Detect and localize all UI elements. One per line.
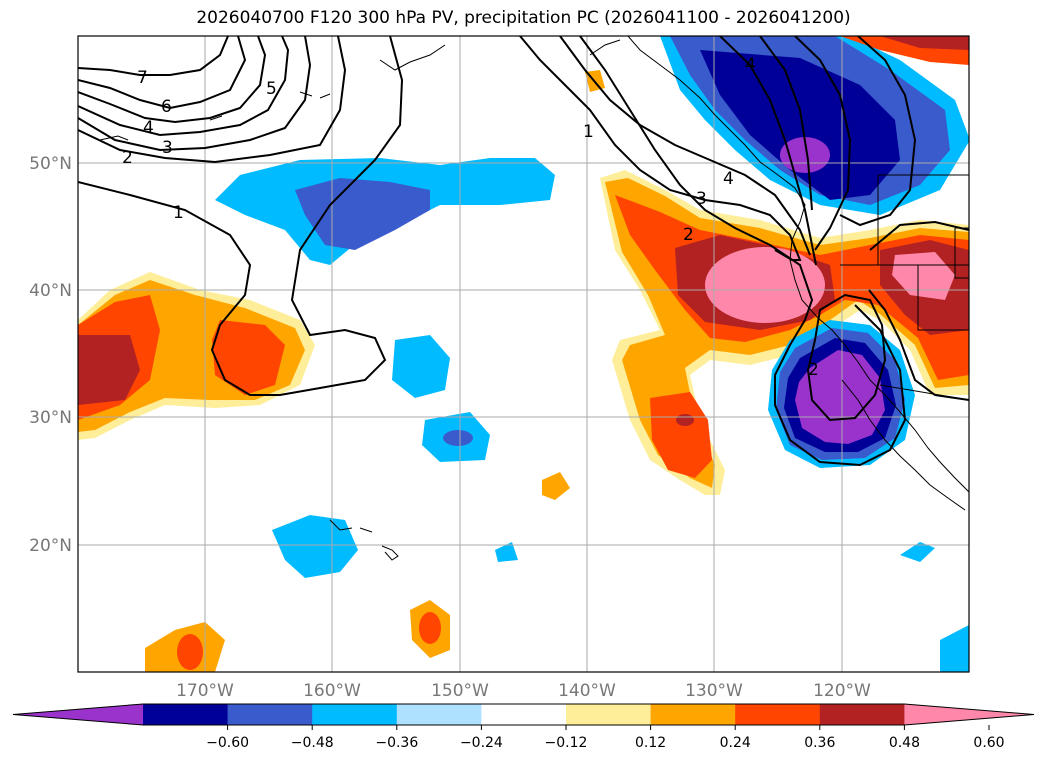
lon-label: 170°W <box>176 681 234 701</box>
contour-label: 4 <box>745 55 756 75</box>
lon-label: 120°W <box>813 681 871 701</box>
map-frame <box>77 35 970 673</box>
colorbar-segment <box>143 704 229 725</box>
contour-label: 3 <box>162 138 173 158</box>
colorbar-segment <box>566 704 652 725</box>
contour-label: 4 <box>143 118 154 138</box>
precip-shading <box>78 36 969 672</box>
colorbar-tick-label: −0.12 <box>545 735 588 751</box>
colorbar-tick-label: 0.36 <box>804 735 835 751</box>
graticule <box>78 36 969 672</box>
colorbar-tick-label: 0.60 <box>973 735 1004 751</box>
colorbar-tick-label: 0.24 <box>720 735 751 751</box>
lon-label: 160°W <box>303 681 361 701</box>
longitude-labels: 170°W 160°W 150°W 140°W 130°W 120°W <box>176 681 871 701</box>
colorbar-segment <box>650 704 736 725</box>
colorbar-extend-max <box>904 704 1034 725</box>
lon-label: 140°W <box>558 681 616 701</box>
contour-label: 3 <box>696 189 707 209</box>
colorbar-segment <box>819 704 905 725</box>
contour-label: 7 <box>137 68 148 88</box>
lat-label: 50°N <box>29 154 72 174</box>
pv-contours <box>78 36 969 467</box>
colorbar-segment <box>312 704 398 725</box>
contour-label: 2 <box>808 360 819 380</box>
contour-label: 2 <box>122 148 133 168</box>
contour-label: 2 <box>683 225 694 245</box>
colorbar: −0.60 −0.48 −0.36 −0.24 −0.12 0.12 0.24 0.36 0.4… <box>12 703 1035 751</box>
contour-labels: 7 6 5 4 3 2 1 1 1 2 3 4 4 2 <box>122 55 819 380</box>
contour-label: 1 <box>583 122 594 142</box>
colorbar-segment <box>396 704 482 725</box>
map-area: 7 6 5 4 3 2 1 1 1 2 3 4 4 2 <box>78 36 969 672</box>
colorbar-segment <box>227 704 313 725</box>
lat-label: 30°N <box>29 408 72 428</box>
contour-label: 6 <box>161 97 172 117</box>
colorbar-segment <box>735 704 821 725</box>
colorbar-extend-min <box>13 704 143 725</box>
contour-label: 4 <box>723 169 734 189</box>
lon-label: 130°W <box>685 681 743 701</box>
contour-label: 5 <box>266 79 277 99</box>
latitude-labels: 50°N 40°N 30°N 20°N <box>29 154 72 556</box>
colorbar-tick-label: 0.48 <box>889 735 920 751</box>
lat-label: 40°N <box>29 281 72 301</box>
colorbar-tick-label: −0.48 <box>291 735 334 751</box>
colorbar-outline <box>12 703 1035 726</box>
lon-label: 150°W <box>431 681 489 701</box>
contour-label: 1 <box>173 203 184 223</box>
colorbar-tick-label: −0.24 <box>460 735 503 751</box>
colorbar-tick-label: −0.36 <box>375 735 418 751</box>
colorbar-tick-label: 0.12 <box>635 735 666 751</box>
colorbar-segment <box>481 704 567 725</box>
map-title: 2026040700 F120 300 hPa PV, precipitatio… <box>196 8 851 28</box>
colorbar-tick-label: −0.60 <box>206 735 249 751</box>
lat-label: 20°N <box>29 536 72 556</box>
